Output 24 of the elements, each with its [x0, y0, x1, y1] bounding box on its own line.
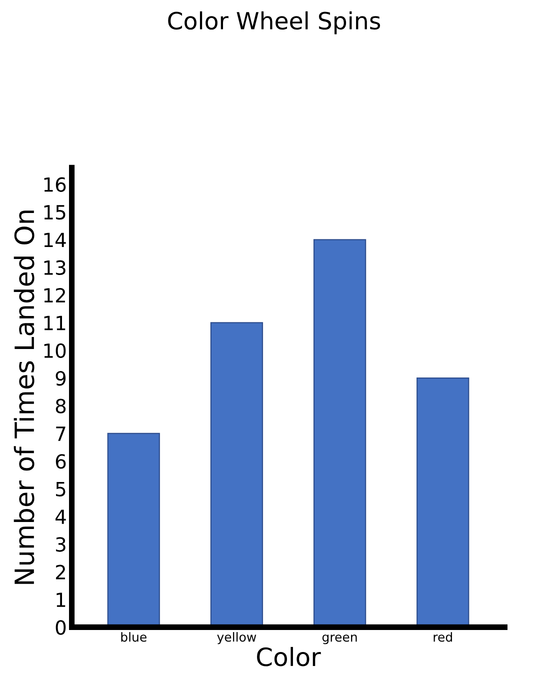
y-tick-label: 9	[56, 371, 66, 386]
y-axis-title: Number of Times Landed On	[14, 210, 34, 584]
x-tick-label: blue	[121, 632, 146, 642]
y-tick-label: 4	[56, 510, 66, 524]
x-tick-label: yellow	[217, 632, 256, 644]
x-tick-label: red	[434, 632, 452, 642]
y-tick-label: 16	[44, 177, 66, 192]
y-tick-label: 3	[56, 537, 66, 552]
y-tick-label: 13	[44, 260, 66, 275]
y-tick-label: 11	[44, 316, 66, 330]
y-tick-label: 2	[56, 564, 65, 580]
chart-title: Color Wheel Spins	[168, 11, 380, 34]
y-tick-label: 7	[56, 426, 66, 441]
y-tick-label: 14	[44, 232, 66, 248]
y-tick-label: 5	[56, 482, 66, 496]
y-tick-label: 6	[56, 454, 66, 469]
x-tick-label: green	[322, 634, 357, 644]
y-tick-label: 10	[44, 343, 66, 358]
y-tick-label: 8	[56, 398, 66, 414]
y-tick-label: 15	[44, 205, 66, 220]
y-tick-label: 12	[44, 288, 65, 302]
x-axis-title: Color	[257, 646, 321, 666]
y-tick-label: 0	[56, 620, 66, 635]
y-tick-label: 1	[56, 592, 66, 607]
